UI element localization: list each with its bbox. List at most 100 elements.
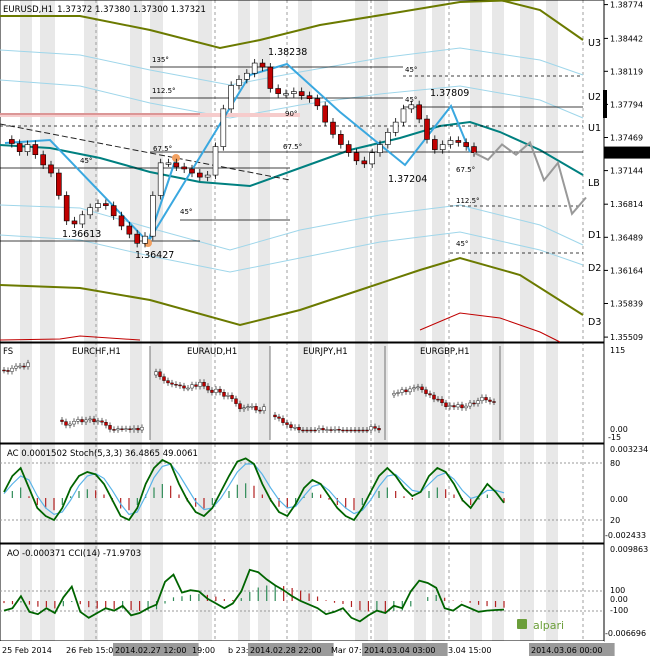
fs-candle-body — [277, 416, 281, 419]
price-panel[interactable]: 1.38238 1.37809 1.36613 1.36427 1.37204 135° 1… — [0, 0, 605, 343]
candle-body — [345, 144, 352, 153]
fs-candle-body — [472, 402, 476, 405]
price-tick-label: 1.37144 — [610, 167, 643, 176]
time-label: 26 Feb 15:00 — [66, 646, 118, 655]
fs-panel[interactable]: EURCHF,H1 EURAUD,H1 EURJPY,H1 EURGBP,H1 115 0… — [0, 342, 628, 444]
envelope-channels — [0, 0, 584, 343]
ao-axis-100: 100 — [610, 586, 625, 595]
fs-candle-body — [293, 427, 297, 429]
angle-label: 45° — [405, 66, 417, 74]
level-label-d3: D3 — [588, 317, 601, 328]
fs-candle-body — [72, 421, 76, 425]
cci-line — [3, 568, 505, 623]
ohlc-values: 1.37372 1.37380 1.37300 1.37321 — [57, 5, 206, 15]
ao-axis-bottom: -0.006696 — [605, 629, 646, 638]
projection-line — [473, 140, 587, 216]
price-tick-label: 1.38442 — [610, 34, 643, 43]
inner-band-2 — [0, 79, 584, 119]
candle-body — [338, 134, 344, 145]
price-axis[interactable]: 1.38774 1.38442 1.38119 1.37794 1.37469 1.371… — [603, 1, 650, 343]
mid-low-label: 1.37204 — [388, 174, 427, 185]
candle-body — [432, 139, 438, 150]
candle-body — [306, 95, 313, 99]
fs-candle-body — [301, 429, 305, 432]
candle-body — [330, 121, 336, 135]
price-tick-label: 1.38774 — [610, 1, 643, 10]
candle-body — [291, 91, 297, 94]
candle-body — [220, 108, 227, 147]
level-label-d1: D1 — [588, 230, 601, 241]
fs-candle-body — [365, 429, 369, 432]
stoch-main-line — [3, 457, 505, 522]
candle-body — [32, 144, 39, 156]
candle-body — [118, 215, 125, 227]
fs-candle-body — [258, 409, 262, 412]
fs-candle-body — [64, 421, 68, 426]
fs-candle-body — [285, 422, 289, 425]
fs-candle-body — [226, 395, 230, 397]
candle-body — [267, 66, 274, 89]
session-band — [238, 0, 250, 641]
fs-candle-body — [68, 423, 72, 426]
candle-body — [447, 140, 454, 145]
price-tick-label: 1.36164 — [610, 266, 643, 275]
candle-body — [95, 203, 101, 208]
fs-axis-bottom: -15 — [608, 433, 621, 442]
session-band — [374, 0, 388, 641]
fs-candle-body — [444, 402, 448, 407]
candle-body — [181, 166, 187, 170]
alpari-logo: alpari — [517, 619, 564, 632]
ao-label: AO -0.000371 CCI(14) -71.9703 — [7, 549, 141, 559]
candle-body — [126, 225, 133, 235]
current-price-box — [604, 146, 650, 159]
candle-body — [173, 162, 180, 168]
fs-candle-body — [281, 418, 285, 423]
fs-candle-body — [309, 429, 313, 432]
upper-olive-band — [0, 0, 521, 50]
fs-candle-body — [488, 399, 492, 402]
zigzag-path — [4, 62, 471, 244]
lower-olive-band — [0, 256, 584, 327]
angle-label: 45° — [80, 157, 92, 165]
candle-body — [385, 132, 391, 145]
fs-candle-body — [456, 404, 460, 408]
fs-candle-body — [297, 427, 301, 431]
session-band — [40, 0, 55, 641]
inner-band-4 — [0, 231, 584, 273]
fs-candle-body — [333, 429, 337, 431]
session-band — [414, 0, 426, 641]
candle-body — [212, 146, 219, 176]
time-label: Mar 07:00 — [331, 646, 372, 655]
red-lower-line-right — [419, 312, 561, 343]
pivot-marker — [172, 154, 180, 162]
ac-stoch-panel[interactable]: 0.003234 80 0.00 20 -0.002433 — [0, 443, 648, 544]
angle-label: 45° — [456, 240, 468, 248]
fs-candle-body — [313, 429, 317, 432]
candle-body — [24, 144, 31, 152]
candle-body — [283, 93, 289, 96]
fs-pair-label: EURCHF,H1 — [72, 347, 121, 357]
low1-label: 1.36613 — [62, 229, 101, 240]
candle-body — [48, 164, 54, 174]
fs-candle-body — [178, 384, 182, 387]
ac-axis-80: 80 — [610, 459, 620, 468]
ac-axis-top: 0.003234 — [610, 445, 648, 454]
fs-candle-body — [218, 388, 222, 393]
ao-axis-zero: 0.00 — [610, 595, 628, 604]
fs-candle-body — [369, 426, 373, 431]
fs-candle-body — [428, 393, 432, 396]
fs-label: FS — [3, 347, 13, 357]
fs-candle-body — [158, 371, 162, 377]
candle-body — [361, 160, 368, 165]
low2-label: 1.36427 — [135, 250, 174, 261]
candle-body — [322, 105, 328, 123]
fs-candle-body — [345, 429, 349, 432]
candle-body — [408, 104, 415, 110]
fs-candle-body — [10, 367, 14, 372]
spread-marker — [603, 90, 607, 118]
fs-axis-zero: 0.00 — [610, 425, 628, 434]
fs-candle-body — [416, 386, 420, 389]
ac-axis-20: 20 — [610, 516, 620, 525]
candle-body — [314, 98, 321, 107]
